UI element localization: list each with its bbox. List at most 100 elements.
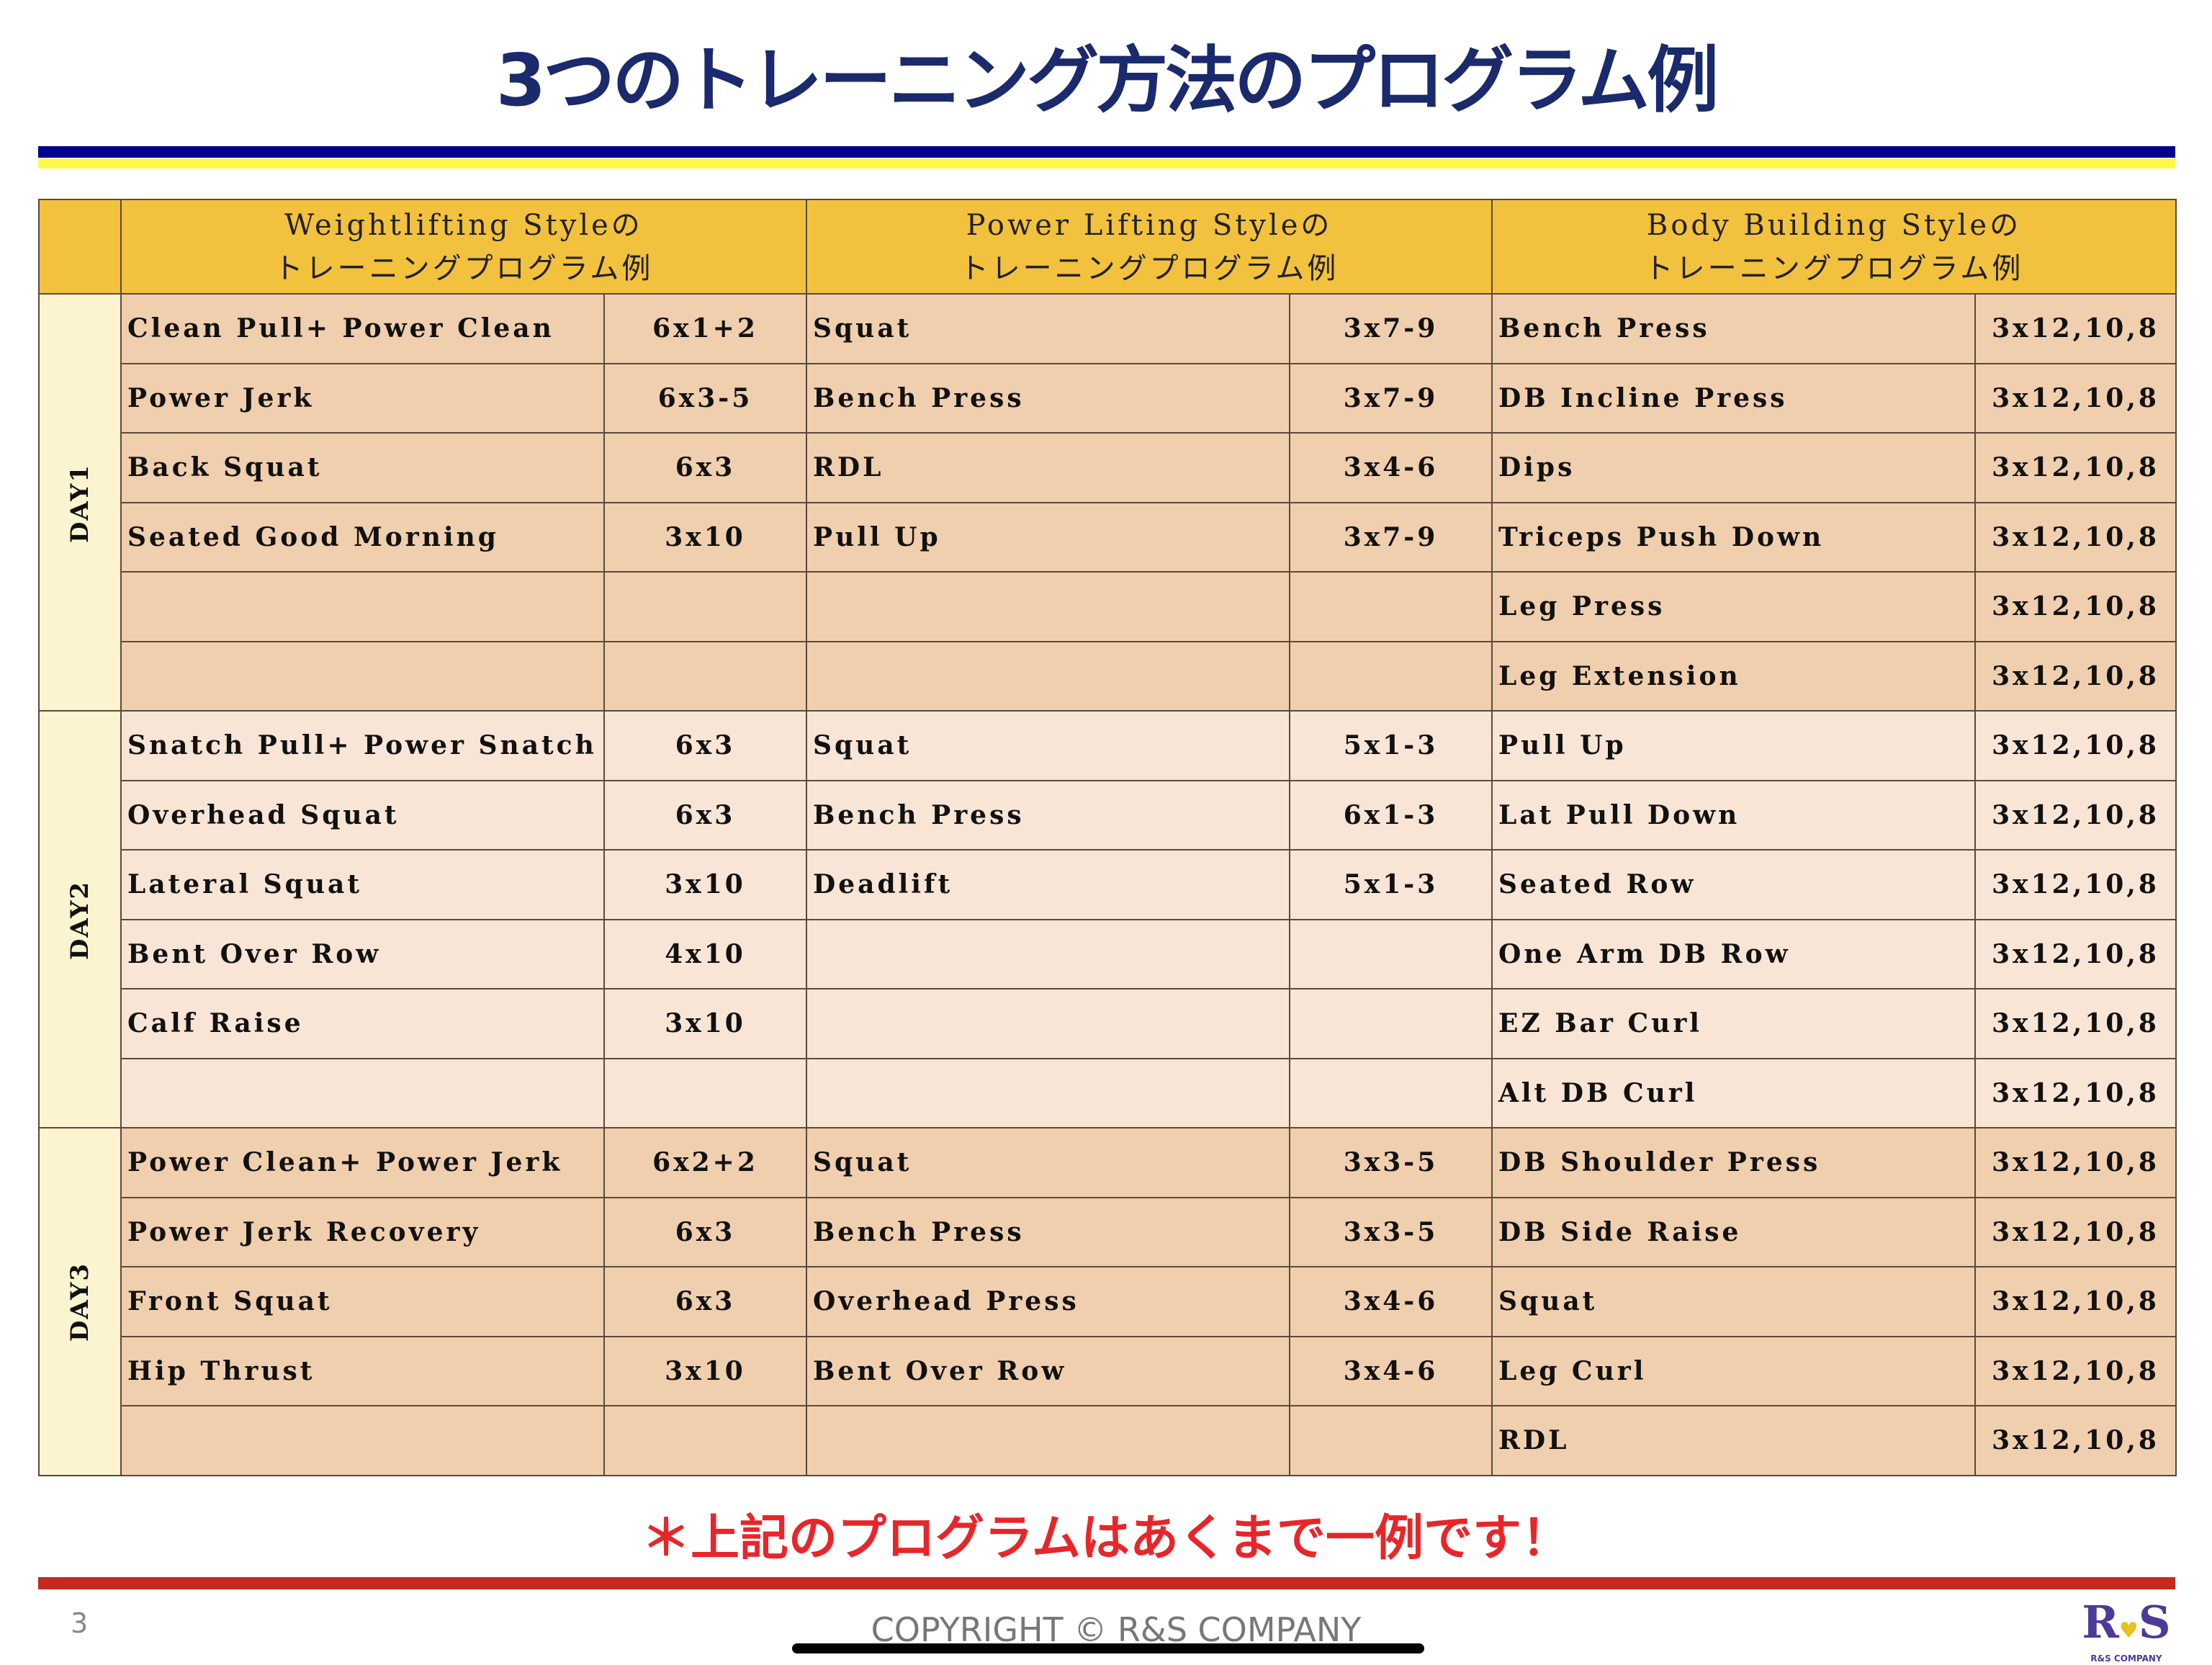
pl-sets: [1289, 988, 1493, 1059]
bb-sets: 3x12,10,8: [1974, 362, 2177, 434]
yellow-divider: [38, 158, 2175, 169]
pl-exercise: [806, 1405, 1290, 1476]
pl-sets: 3x4-6: [1289, 432, 1493, 503]
day-label: DAY2: [38, 710, 122, 1128]
table-row: Calf Raise 3x10 EZ Bar Curl 3x12,10,8: [39, 988, 2177, 1059]
header-line2: トレーニングプログラム例: [1644, 251, 2024, 285]
bb-exercise: DB Incline Press: [1491, 362, 1976, 434]
bb-sets: 3x12,10,8: [1974, 710, 2177, 781]
wl-exercise: [120, 571, 605, 642]
bb-exercise: Dips: [1491, 432, 1976, 503]
header-bodybuilding: Body Building Styleの トレーニングプログラム例: [1491, 199, 2177, 295]
bb-sets: 3x12,10,8: [1974, 988, 2177, 1059]
table-row: Leg Extension 3x12,10,8: [39, 640, 2177, 712]
table-row: Power Jerk 6x3-5 Bench Press 3x7-9 DB Inclin…: [39, 362, 2177, 434]
pl-exercise: [806, 918, 1290, 989]
header-weightlifting: Weightlifting Styleの トレーニングプログラム例: [120, 199, 807, 295]
table-row: Leg Press 3x12,10,8: [39, 571, 2177, 642]
pl-exercise: Pull Up: [806, 501, 1290, 573]
bb-exercise: Squat: [1491, 1266, 1976, 1337]
wl-sets: 6x3: [603, 779, 807, 851]
bb-exercise: Seated Row: [1491, 849, 1976, 920]
table-row: DAY2 Snatch Pull+ Power Snatch 6x3 Squat 5x1…: [38, 710, 2177, 1128]
program-table: Weightlifting Styleの トレーニングプログラム例 Power L…: [38, 199, 2177, 1476]
pl-exercise: RDL: [806, 432, 1290, 503]
pl-exercise: [806, 571, 1290, 642]
pl-sets: [1289, 918, 1493, 989]
company-logo: R♥S R&S COMPANY: [2080, 1600, 2173, 1665]
pl-exercise: Squat: [806, 293, 1290, 364]
pl-sets: [1289, 1405, 1493, 1476]
bb-exercise: DB Shoulder Press: [1491, 1127, 1976, 1198]
pl-sets: 3x4-6: [1289, 1266, 1493, 1337]
page-title: 3つのトレーニング方法のプログラム例: [495, 38, 1719, 122]
table-row: Hip Thrust 3x10 Bent Over Row 3x4-6 Leg Curl…: [39, 1335, 2177, 1406]
red-divider: [38, 1577, 2175, 1589]
wl-exercise: Lateral Squat: [120, 849, 605, 920]
bb-sets: 3x12,10,8: [1974, 849, 2177, 920]
page-number: 3: [71, 1607, 89, 1639]
pl-exercise: Bench Press: [806, 779, 1290, 851]
bb-sets: 3x12,10,8: [1974, 1127, 2177, 1198]
wl-exercise: Power Jerk: [120, 362, 605, 434]
table-row: DAY3 Power Clean+ Power Jerk 6x2+2 Squat 3x3…: [38, 1127, 2177, 1476]
header-line2: トレーニングプログラム例: [274, 251, 654, 285]
header-powerlifting: Power Lifting Styleの トレーニングプログラム例: [806, 199, 1493, 295]
wl-sets: 6x3: [603, 710, 807, 781]
copyright: COPYRIGHT © R&S COMPANY: [871, 1610, 1362, 1649]
pl-sets: 3x3-5: [1289, 1196, 1493, 1267]
wl-sets: 3x10: [603, 1335, 807, 1406]
bb-exercise: RDL: [1491, 1405, 1976, 1476]
pl-exercise: Squat: [806, 710, 1290, 781]
wl-sets: 4x10: [603, 918, 807, 989]
wl-exercise: Power Jerk Recovery: [120, 1196, 605, 1267]
wl-sets: 6x2+2: [603, 1127, 807, 1198]
pl-sets: 3x3-5: [1289, 1127, 1493, 1198]
bb-exercise: DB Side Raise: [1491, 1196, 1976, 1267]
wl-exercise: Snatch Pull+ Power Snatch: [120, 710, 605, 781]
pl-exercise: Squat: [806, 1127, 1290, 1198]
wl-exercise: Overhead Squat: [120, 779, 605, 851]
wl-sets: 3x10: [603, 988, 807, 1059]
bb-sets: 3x12,10,8: [1974, 1335, 2177, 1406]
pl-exercise: [806, 1057, 1290, 1128]
bb-sets: 3x12,10,8: [1974, 918, 2177, 989]
bb-exercise: Triceps Push Down: [1491, 501, 1976, 573]
bb-exercise: Leg Extension: [1491, 640, 1976, 712]
bb-exercise: Leg Press: [1491, 571, 1976, 642]
pl-exercise: Bench Press: [806, 1196, 1290, 1267]
wl-exercise: Back Squat: [120, 432, 605, 503]
table-row: Front Squat 6x3 Overhead Press 3x4-6 Squat 3x…: [39, 1266, 2177, 1337]
wl-sets: 6x3: [603, 1196, 807, 1267]
wl-exercise: Calf Raise: [120, 988, 605, 1059]
table-row: RDL 3x12,10,8: [39, 1405, 2177, 1476]
day-label-text: DAY3: [65, 1262, 94, 1342]
wl-sets: 3x10: [603, 849, 807, 920]
bb-sets: 3x12,10,8: [1974, 432, 2177, 503]
logo-text: R&S COMPANY: [2090, 1653, 2162, 1664]
wl-exercise: Clean Pull+ Power Clean: [120, 293, 605, 364]
wl-exercise: [120, 640, 605, 712]
disclaimer-note: ＊上記のプログラムはあくまで一例です！: [642, 1510, 1570, 1567]
pl-exercise: Bent Over Row: [806, 1335, 1290, 1406]
wl-sets: 6x1+2: [603, 293, 807, 364]
pl-exercise: [806, 988, 1290, 1059]
wl-exercise: Front Squat: [120, 1266, 605, 1337]
bb-exercise: EZ Bar Curl: [1491, 988, 1976, 1059]
wl-sets: [603, 1405, 807, 1476]
header-line1: Power Lifting Styleの: [966, 208, 1333, 242]
bb-exercise: Lat Pull Down: [1491, 779, 1976, 851]
day-label-text: DAY2: [65, 880, 94, 960]
wl-sets: [603, 640, 807, 712]
bb-sets: 3x12,10,8: [1974, 779, 2177, 851]
pl-sets: 6x1-3: [1289, 779, 1493, 851]
day-label-text: DAY1: [65, 463, 94, 543]
pl-sets: 3x7-9: [1289, 501, 1493, 573]
wl-exercise: [120, 1057, 605, 1128]
table-row: Lateral Squat 3x10 Deadlift 5x1-3 Seated Row…: [39, 849, 2177, 920]
day-label: DAY3: [38, 1127, 122, 1476]
wl-exercise: Bent Over Row: [120, 918, 605, 989]
pl-exercise: Bench Press: [806, 362, 1290, 434]
wl-exercise: [120, 1405, 605, 1476]
table-row: Back Squat 6x3 RDL 3x4-6 Dips 3x12,10,8: [39, 432, 2177, 503]
